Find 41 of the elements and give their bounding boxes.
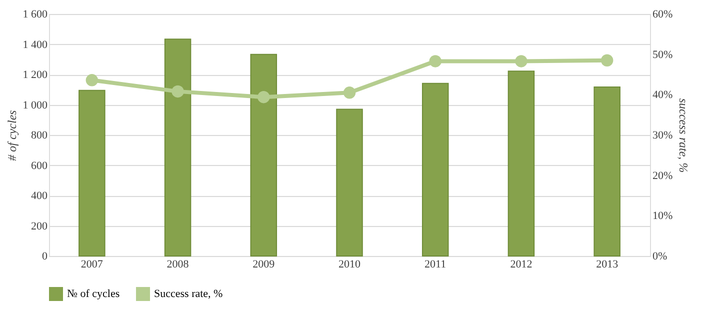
legend-label: Success rate, %	[154, 288, 223, 300]
y2-tick-label: 20%	[652, 170, 673, 182]
bar	[508, 70, 535, 256]
x-tick-label: 2013	[596, 258, 619, 270]
x-tick-label: 2007	[80, 258, 104, 270]
bar	[164, 38, 192, 256]
y2-tick-label: 30%	[652, 130, 673, 142]
bar	[78, 90, 106, 256]
y2-axis-title: success rate, %	[676, 98, 691, 173]
point	[172, 85, 184, 98]
y2-tick-label: 40%	[652, 89, 673, 102]
y-tick-label: 1 400	[22, 38, 48, 51]
y-tick-label: 0	[42, 250, 48, 262]
point	[600, 54, 614, 66]
point	[515, 55, 528, 68]
legend-label: № of cycles	[67, 288, 120, 300]
x-tick-label: 2009	[252, 258, 276, 270]
point	[86, 74, 98, 86]
point	[343, 86, 356, 99]
bar	[594, 86, 620, 256]
bar	[250, 54, 278, 256]
y2-tick-label: 0%	[652, 250, 668, 262]
bar	[336, 108, 363, 256]
y-tick-label: 200	[31, 220, 48, 232]
y-tick-label: 1 600	[22, 8, 48, 20]
y-tick-label: 1 000	[22, 99, 48, 112]
bar	[422, 82, 449, 256]
y2-tick-label: 10%	[652, 210, 673, 222]
y-tick-label: 600	[31, 160, 48, 172]
x-tick-label: 2008	[166, 258, 190, 270]
x-tick-label: 2012	[510, 258, 532, 270]
point	[429, 55, 442, 68]
y-tick-label: 800	[31, 130, 48, 142]
y2-tick-label: 50%	[652, 48, 673, 61]
x-tick-label: 2011	[424, 258, 446, 270]
point	[258, 90, 270, 104]
y-tick-label: 1 200	[22, 69, 48, 81]
y-tick-label: 400	[31, 190, 48, 202]
y2-tick-label: 60%	[652, 8, 673, 20]
y-axis-title: # of cycles	[4, 110, 19, 161]
x-tick-label: 2010	[338, 258, 361, 270]
